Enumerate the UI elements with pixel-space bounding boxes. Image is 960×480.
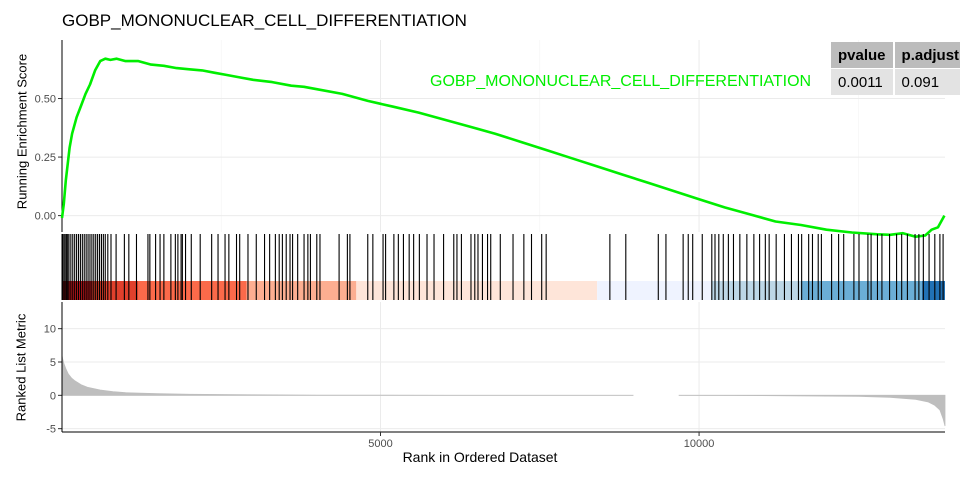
x-tick-label-1: 10000 bbox=[684, 438, 715, 450]
running-score-point bbox=[85, 93, 86, 94]
y-tick-label-0: 0.00 bbox=[35, 211, 56, 223]
running-score-point bbox=[76, 117, 77, 118]
y-tick-label-1: 0.25 bbox=[35, 152, 56, 164]
running-score-point bbox=[240, 77, 241, 78]
gene-set-legend-label: GOBP_MONONUCLEAR_CELL_DIFFERENTIATION bbox=[430, 73, 812, 90]
running-score-point bbox=[138, 61, 139, 62]
running-score-point bbox=[110, 59, 111, 60]
running-score-point bbox=[902, 233, 903, 234]
x-axis-title: Rank in Ordered Dataset bbox=[402, 449, 558, 465]
running-score-point bbox=[546, 150, 547, 151]
running-score-line bbox=[60, 57, 946, 238]
y-tick-label-2: 0.50 bbox=[35, 94, 56, 106]
rank-band-4 bbox=[356, 281, 598, 300]
rank-band-3 bbox=[246, 281, 357, 300]
y3-tick-label-1: 0 bbox=[50, 390, 56, 402]
running-score-point bbox=[227, 75, 228, 76]
running-score-point bbox=[937, 227, 938, 228]
running-score-point bbox=[176, 68, 177, 69]
running-score-point bbox=[495, 133, 496, 134]
running-score-point bbox=[520, 141, 521, 142]
running-score-point bbox=[202, 70, 203, 71]
stats-header-row: pvalue p.adjust bbox=[831, 42, 960, 68]
rank-band-8 bbox=[922, 281, 945, 300]
running-score-point bbox=[648, 182, 649, 183]
stats-header-pvalue: pvalue bbox=[831, 42, 893, 68]
stats-header-padjust: p.adjust bbox=[892, 42, 960, 68]
running-score-point bbox=[673, 191, 674, 192]
rank-band-1 bbox=[92, 281, 139, 300]
running-score-point bbox=[100, 61, 101, 62]
running-score-point bbox=[851, 232, 852, 233]
running-score-point bbox=[469, 126, 470, 127]
running-score-point bbox=[724, 207, 725, 208]
running-score-point bbox=[65, 180, 66, 181]
rank-band-0 bbox=[62, 281, 93, 300]
running-score-point bbox=[444, 119, 445, 120]
y3-tick-label-2: 5 bbox=[50, 357, 56, 369]
ranked-metric-area bbox=[61, 355, 946, 427]
running-score-point bbox=[116, 58, 117, 59]
running-score-point bbox=[699, 199, 700, 200]
y-axis-title-ranked: Ranked List Metric bbox=[13, 313, 29, 422]
rank-band-2 bbox=[138, 281, 247, 300]
stats-value-padjust: 0.091 bbox=[892, 68, 960, 95]
stats-value-row: 0.0011 0.091 bbox=[831, 68, 960, 95]
running-score-point bbox=[925, 235, 926, 236]
running-score-point bbox=[775, 221, 776, 222]
y3-tick-label-0: -5 bbox=[46, 424, 56, 436]
running-score-point bbox=[622, 174, 623, 175]
running-score-point bbox=[304, 86, 305, 87]
running-score-point bbox=[81, 105, 82, 106]
running-score-point bbox=[826, 229, 827, 230]
running-score-point bbox=[125, 61, 126, 62]
running-score-point bbox=[62, 217, 63, 218]
running-score-point bbox=[571, 158, 572, 159]
x-tick-label-0: 5000 bbox=[368, 438, 392, 450]
running-score-point bbox=[69, 147, 70, 148]
running-score-point bbox=[151, 64, 152, 65]
chart-title: GOBP_MONONUCLEAR_CELL_DIFFERENTIATION bbox=[62, 11, 467, 30]
running-score-point bbox=[105, 58, 106, 59]
running-score-point bbox=[931, 229, 932, 230]
running-score-point bbox=[89, 84, 90, 85]
running-score-point bbox=[163, 65, 164, 66]
running-score-point bbox=[253, 79, 254, 80]
running-score-point bbox=[95, 70, 96, 71]
y3-tick-label-3: 10 bbox=[44, 324, 56, 336]
running-score-point bbox=[418, 112, 419, 113]
running-score-point bbox=[750, 214, 751, 215]
running-score-point bbox=[367, 100, 368, 101]
stats-table: pvalue p.adjust 0.0011 0.091 bbox=[831, 42, 960, 95]
rank-band-5 bbox=[597, 281, 712, 300]
running-score-point bbox=[291, 85, 292, 86]
ranked-metric-gap bbox=[633, 392, 679, 399]
running-score-point bbox=[272, 82, 273, 83]
running-score-point bbox=[316, 89, 317, 90]
running-score-point bbox=[63, 203, 64, 204]
running-score-point bbox=[801, 224, 802, 225]
running-score-point bbox=[597, 166, 598, 167]
running-score-point bbox=[944, 215, 945, 216]
running-score-point bbox=[189, 69, 190, 70]
running-score-point bbox=[342, 93, 343, 94]
running-score-point bbox=[393, 106, 394, 107]
running-score-point bbox=[214, 72, 215, 73]
y-axis-title-enrichment: Running Enrichment Score bbox=[14, 53, 30, 210]
rank-band-6 bbox=[711, 281, 802, 300]
running-score-point bbox=[72, 133, 73, 134]
stats-value-pvalue: 0.0011 bbox=[831, 68, 893, 95]
rank-band-7 bbox=[801, 281, 923, 300]
